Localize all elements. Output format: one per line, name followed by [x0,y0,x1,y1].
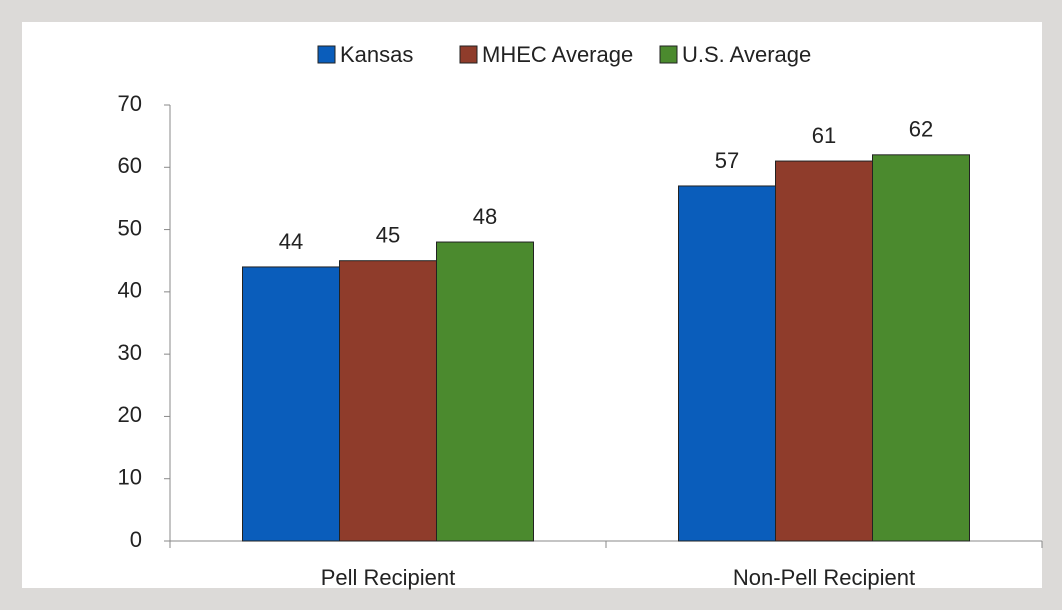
legend-swatch [459,45,478,64]
legend-swatch [317,45,336,64]
data-label: 45 [376,223,400,248]
y-tick-label: 30 [118,340,142,365]
bar [872,154,970,542]
bar [339,260,437,542]
bar [678,185,776,542]
bar [775,160,873,542]
legend-swatch [659,45,678,64]
legend-label: U.S. Average [682,42,811,67]
bar [242,266,340,542]
y-tick-label: 0 [130,527,142,552]
legend-label: MHEC Average [482,42,633,67]
data-label: 61 [812,123,836,148]
x-tick-label: Non-Pell Recipient [733,565,915,590]
y-tick-label: 40 [118,278,142,303]
data-label: 48 [473,204,497,229]
data-label: 57 [715,148,739,173]
y-tick-label: 20 [118,402,142,427]
data-label: 44 [279,229,303,254]
y-tick-label: 70 [118,91,142,116]
data-label: 62 [909,117,933,142]
y-tick-label: 50 [118,215,142,240]
legend-label: Kansas [340,42,413,67]
bar [436,241,534,542]
y-tick-label: 60 [118,153,142,178]
x-tick-label: Pell Recipient [321,565,456,590]
y-tick-label: 10 [118,465,142,490]
